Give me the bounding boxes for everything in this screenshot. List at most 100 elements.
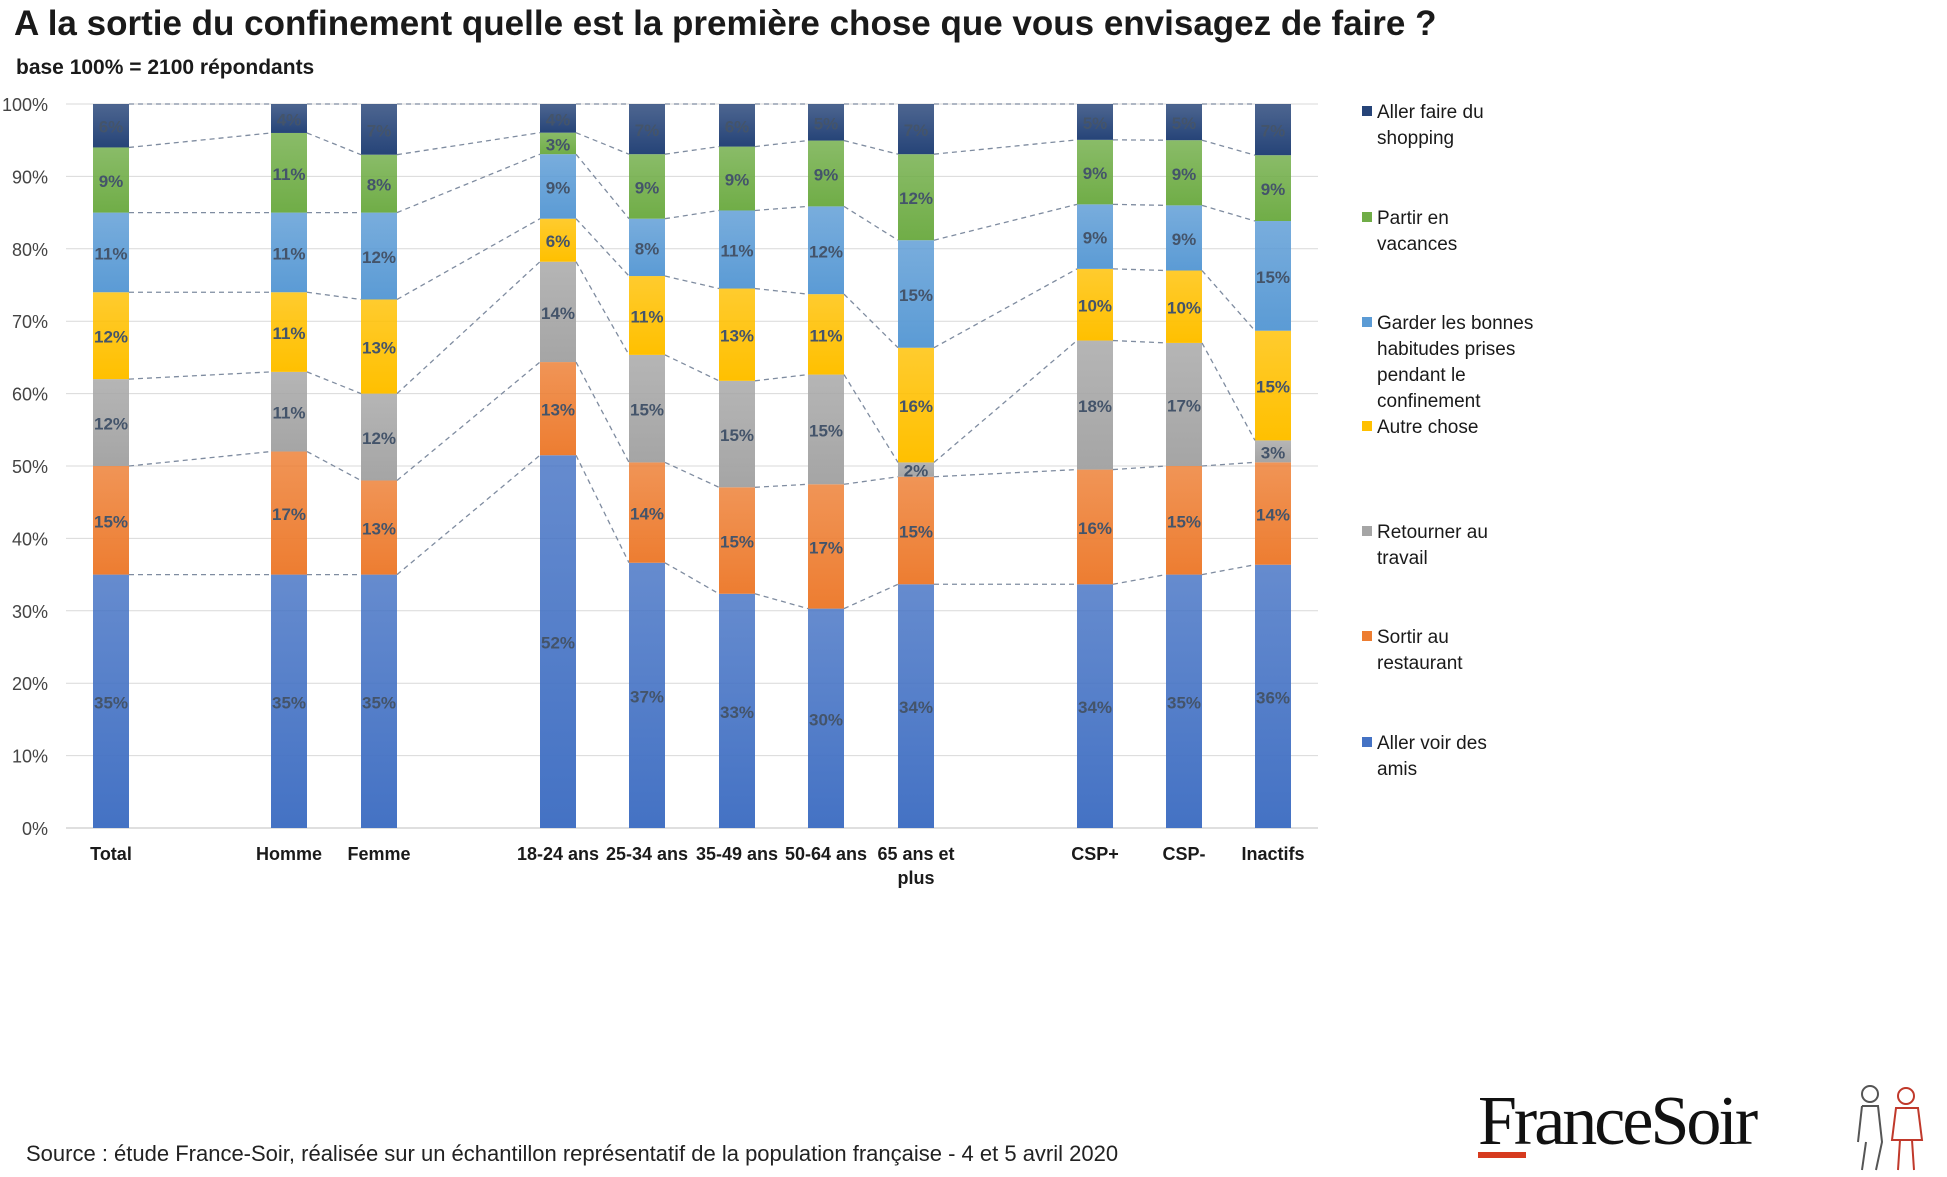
data-label: 9% [1172, 165, 1197, 184]
bar-segment [629, 104, 665, 155]
bar-segment [1077, 469, 1113, 585]
data-label: 15% [630, 401, 664, 420]
data-label: 35% [272, 693, 306, 712]
series-connector-line [754, 373, 809, 382]
series-connector-line [664, 461, 720, 488]
bar-segment [540, 132, 576, 155]
legend-marker [1362, 526, 1372, 536]
data-label: 9% [814, 165, 839, 184]
data-label: 14% [541, 304, 575, 323]
series-connector-line [396, 153, 541, 214]
bar-segment [93, 379, 129, 466]
data-label: 7% [367, 121, 392, 140]
bar-segment [361, 104, 397, 155]
bar-segment [540, 362, 576, 456]
francesoir-logo: FranceSoir [1478, 1083, 1758, 1160]
data-label: 2% [904, 462, 929, 481]
series-connector-line [1201, 461, 1256, 467]
bar-segment [1255, 462, 1291, 565]
data-label: 9% [546, 178, 571, 197]
bar-segment [361, 393, 397, 481]
data-label: 13% [362, 339, 396, 358]
data-label: 9% [1261, 180, 1286, 199]
series-connector-line [396, 454, 541, 576]
data-label: 34% [1078, 698, 1112, 717]
series-connector-line [933, 340, 1078, 463]
y-tick-label: 50% [12, 457, 48, 477]
bar-segment [271, 574, 307, 828]
data-label: 11% [809, 326, 842, 345]
series-connector-line [1201, 270, 1256, 332]
bar-segment [898, 462, 934, 477]
series-connector-line [754, 139, 809, 148]
x-tick-label: Total [90, 844, 132, 864]
chart-subtitle: base 100% = 2100 répondants [16, 56, 315, 79]
bar-segment [898, 347, 934, 463]
bar-segment [898, 240, 934, 348]
legend-label: Partir en vacances [1377, 208, 1457, 255]
bar-segment [361, 480, 397, 575]
bar-segment [1077, 204, 1113, 269]
bar-segment [808, 140, 844, 207]
series-connector-line [306, 371, 362, 395]
series-connector-line [396, 132, 541, 156]
series-connector-line [843, 583, 899, 610]
series-connector-line [1112, 339, 1167, 344]
series-connector-line [754, 593, 809, 610]
bar-segment [719, 104, 755, 147]
source-note: Source : étude France-Soir, réalisée sur… [26, 1141, 1119, 1166]
x-tick-label: 18-24 ans [517, 844, 599, 864]
y-tick-label: 30% [12, 602, 48, 622]
data-label: 6% [99, 118, 124, 137]
series-connector-line [754, 287, 809, 295]
data-label: 15% [899, 286, 933, 305]
y-tick-label: 70% [12, 312, 48, 332]
data-label: 37% [630, 687, 664, 706]
bar-segment [271, 212, 307, 293]
data-label: 5% [814, 114, 839, 133]
y-tick-label: 10% [12, 747, 48, 767]
data-label: 7% [635, 121, 660, 140]
series-connector-line [575, 261, 630, 356]
bar-segment [1077, 104, 1113, 140]
data-label: 30% [809, 710, 843, 729]
data-label: 14% [630, 505, 664, 524]
data-label: 12% [899, 189, 933, 208]
bar-segment [719, 487, 755, 594]
bar-segment [898, 104, 934, 155]
bar-segment [540, 218, 576, 262]
bar-segment [93, 147, 129, 213]
legend-label: Garder les bonnes habitudes prises pendant… [1377, 313, 1533, 412]
bar-segment [271, 451, 307, 575]
bar-segment [93, 574, 129, 828]
y-tick-label: 100% [2, 95, 48, 115]
data-label: 11% [272, 404, 305, 423]
data-label: 15% [720, 426, 754, 445]
bar-segment [1166, 140, 1202, 206]
bar-segment [1255, 564, 1291, 828]
bar-segment [271, 132, 307, 213]
series-connector-line [664, 275, 720, 290]
data-label: 15% [899, 523, 933, 542]
series-connector-line [1201, 204, 1256, 222]
data-label: 35% [1167, 693, 1201, 712]
series-connector-line [754, 483, 809, 488]
series-connector-line [1201, 139, 1256, 156]
series-connector-line [933, 139, 1078, 155]
bar-segment [1255, 221, 1291, 331]
data-label: 13% [720, 327, 754, 346]
bar-segment [629, 276, 665, 355]
data-label: 8% [367, 176, 392, 195]
legend-label: Aller faire du shopping [1377, 102, 1484, 149]
chart-title: A la sortie du confinement quelle est la… [14, 4, 1437, 43]
legend-label: Sortir au restaurant [1377, 627, 1463, 674]
data-label: 3% [1261, 443, 1286, 462]
data-label: 17% [809, 538, 843, 557]
data-label: 9% [1083, 164, 1108, 183]
bar-segment [719, 593, 755, 828]
data-label: 9% [1083, 229, 1108, 248]
series-connector-line [754, 205, 809, 212]
data-label: 18% [1078, 397, 1112, 416]
data-label: 9% [1172, 230, 1197, 249]
